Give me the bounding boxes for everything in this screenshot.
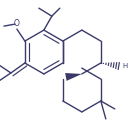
Text: O: O [14,19,20,28]
Text: H: H [123,63,128,69]
Polygon shape [65,73,82,81]
